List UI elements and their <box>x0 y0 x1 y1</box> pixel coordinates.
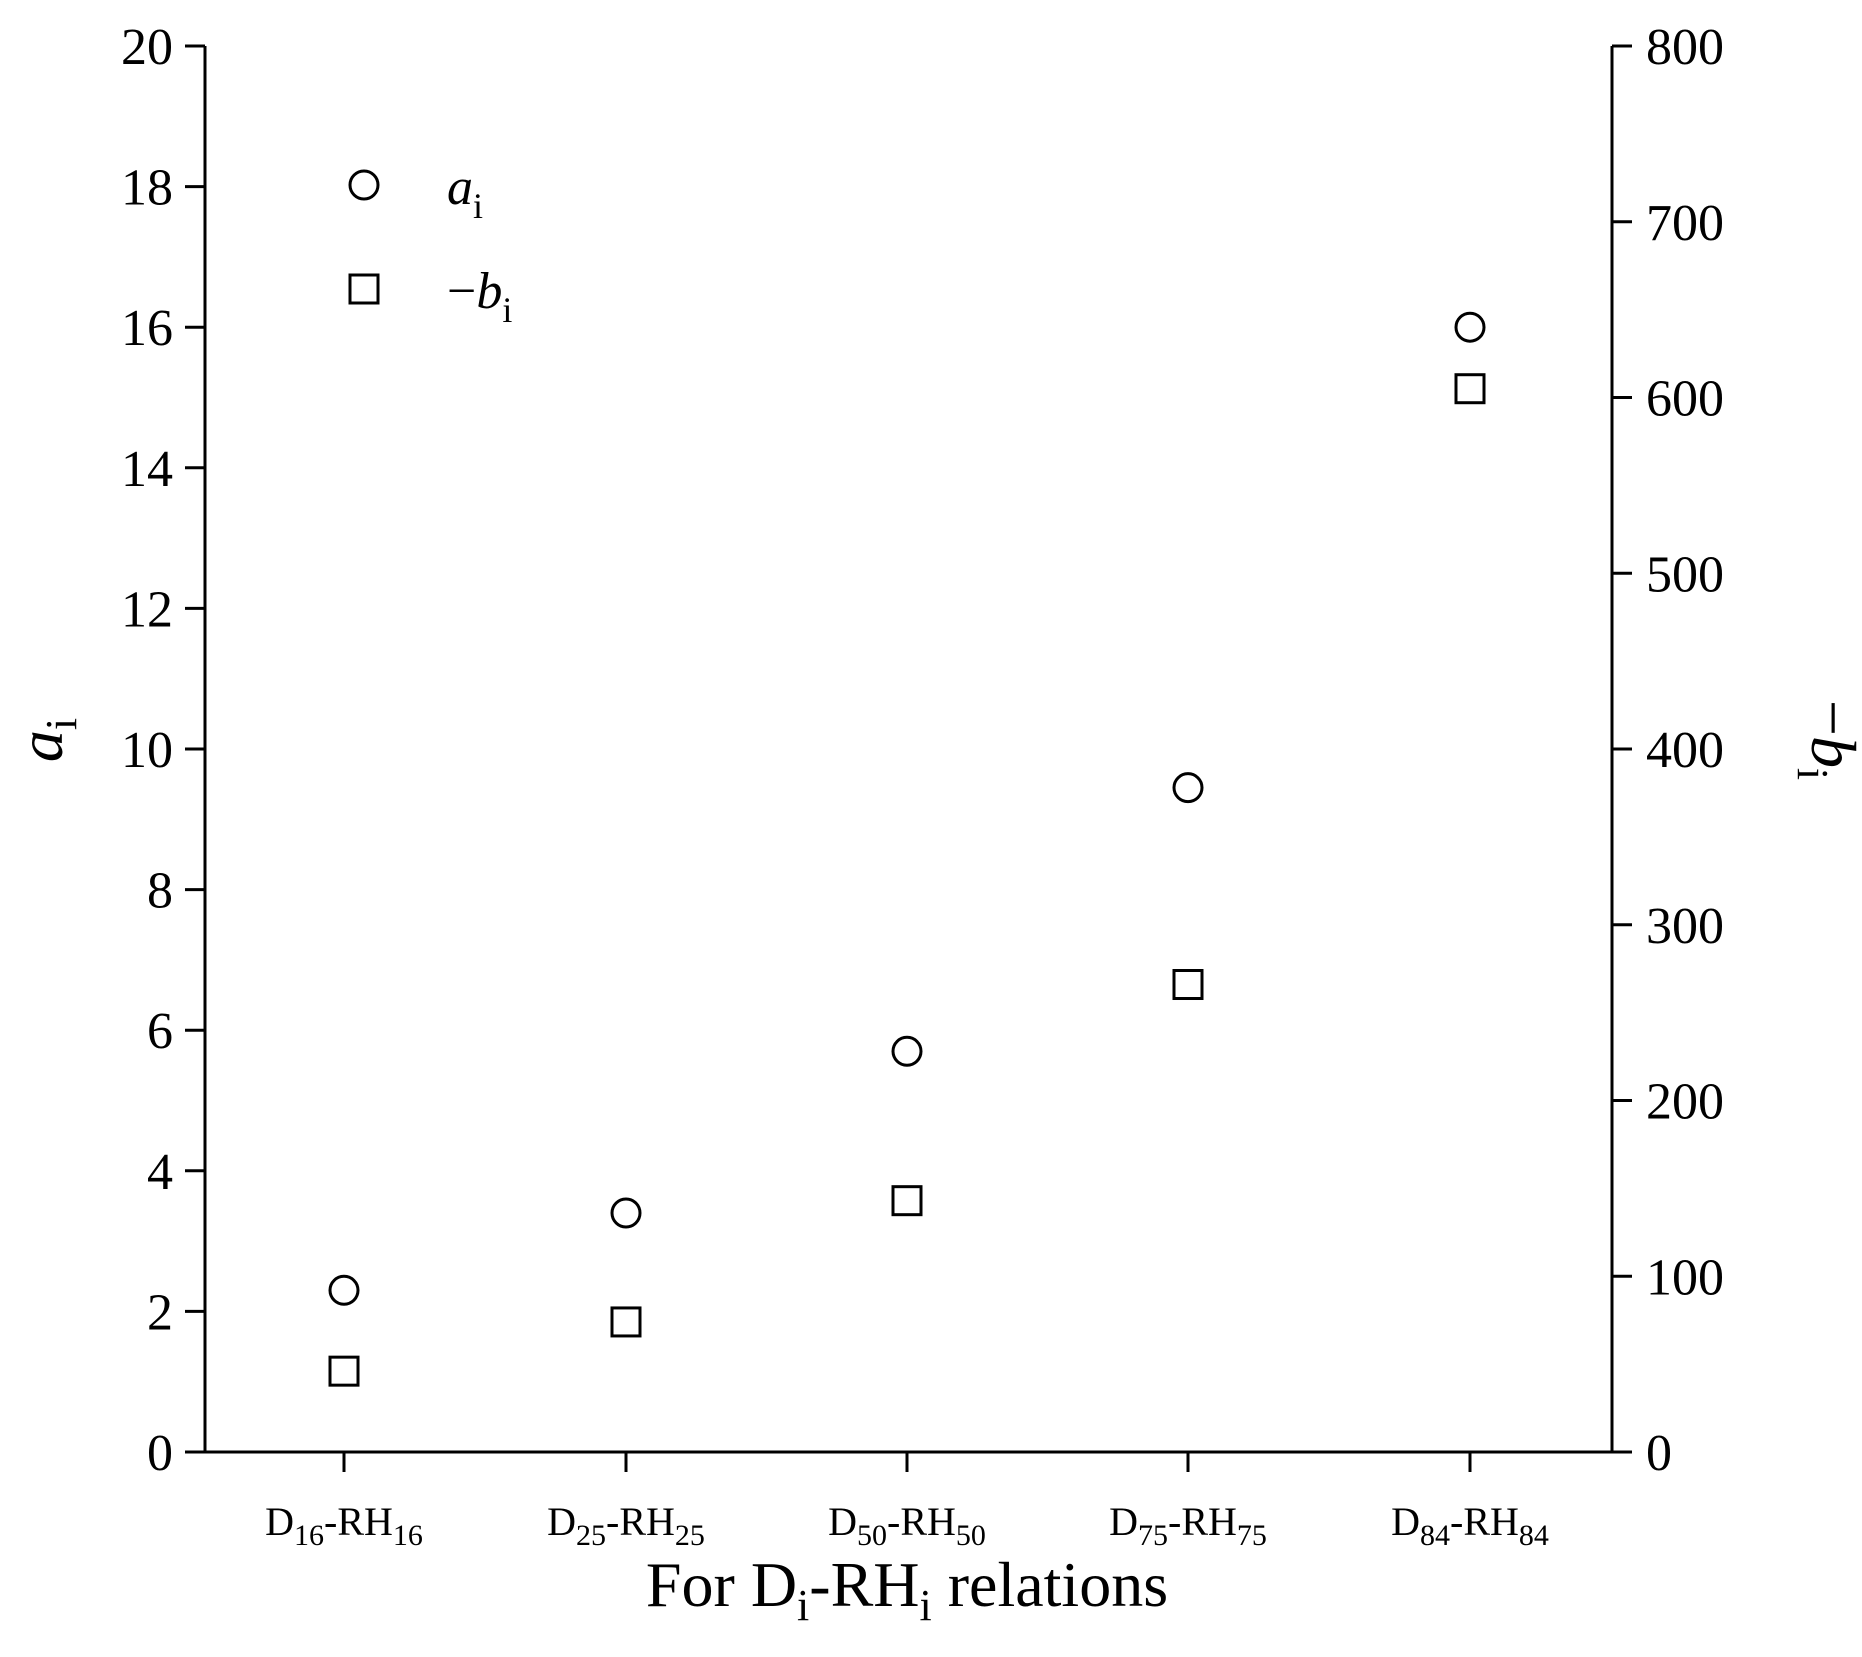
point-b <box>891 1185 923 1217</box>
point-a <box>891 1035 923 1067</box>
right-tick-label: 700 <box>1646 195 1724 252</box>
left-tick-label: 20 <box>121 19 173 76</box>
left-tick-label: 14 <box>121 441 173 498</box>
point-a <box>610 1197 642 1229</box>
left-tick-label: 2 <box>147 1284 173 1341</box>
axes <box>203 46 1614 1454</box>
right-y-axis: 0 100 200 300 400 500 600 700 800 <box>1612 19 1724 1482</box>
left-tick-label: 12 <box>121 581 173 638</box>
right-tick-label: 600 <box>1646 371 1724 428</box>
point-b <box>328 1355 360 1387</box>
point-b <box>1454 373 1486 405</box>
x-tick-label: D16-RH16 <box>265 1499 423 1552</box>
x-tick-label: D25-RH25 <box>547 1499 705 1552</box>
legend-label-a: ai <box>447 159 483 226</box>
left-tick-label: 8 <box>147 863 173 920</box>
left-tick-label: 0 <box>147 1425 173 1482</box>
y-axis-right-title: −bi <box>1788 700 1862 780</box>
right-tick-label: 400 <box>1646 722 1724 779</box>
right-tick-label: 0 <box>1646 1425 1672 1482</box>
point-a <box>1172 772 1204 804</box>
left-y-axis: 0 2 4 6 8 10 12 14 16 18 20 <box>121 19 205 1482</box>
data-points <box>328 311 1486 1387</box>
point-b <box>1172 969 1204 1001</box>
right-tick-label: 100 <box>1646 1249 1724 1306</box>
right-tick-label: 800 <box>1646 19 1724 76</box>
y-axis-left-title: ai <box>5 718 86 762</box>
plot-frame <box>203 46 1614 1454</box>
legend-marker-circle <box>348 169 380 201</box>
x-tick-label: D75-RH75 <box>1109 1499 1267 1552</box>
x-tick-label: D50-RH50 <box>828 1499 986 1552</box>
x-axis-title: For Di-RHi relations <box>646 1549 1168 1630</box>
left-tick-label: 6 <box>147 1003 173 1060</box>
legend-marker-square <box>348 273 380 305</box>
point-b <box>610 1306 642 1338</box>
x-axis: D16-RH16 D25-RH25 D50-RH50 D75-RH75 D84-RH84 <box>265 1452 1549 1552</box>
point-a <box>1454 311 1486 343</box>
left-tick-label: 16 <box>121 300 173 357</box>
point-a <box>328 1274 360 1306</box>
left-tick-label: 4 <box>147 1144 173 1201</box>
left-tick-label: 10 <box>121 722 173 779</box>
right-tick-label: 500 <box>1646 546 1724 603</box>
legend-label-b: −bi <box>447 263 512 330</box>
x-tick-label: D84-RH84 <box>1391 1499 1549 1552</box>
right-tick-label: 300 <box>1646 898 1724 955</box>
left-tick-label: 18 <box>121 160 173 217</box>
right-tick-label: 200 <box>1646 1074 1724 1131</box>
legend: ai −bi <box>348 159 512 330</box>
